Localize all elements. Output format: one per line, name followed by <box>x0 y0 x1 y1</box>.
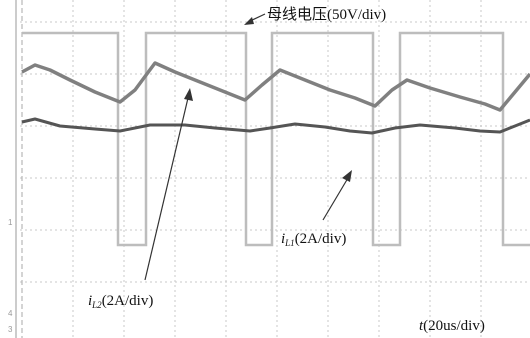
il2-trace <box>22 63 530 110</box>
bus-voltage-label: 母线电压(50V/div) <box>267 6 386 23</box>
scale: (2A/div) <box>295 231 347 247</box>
subscript: L2 <box>91 300 102 310</box>
il1-trace <box>22 119 530 133</box>
il2-label: iL2(2A/div) <box>88 293 153 310</box>
oscilloscope-capture: 母线电压(50V/div) iL2(2A/div) iL1(2A/div) t(… <box>0 0 530 338</box>
channel-marker: 4 <box>8 309 13 318</box>
scale: (2A/div) <box>102 293 154 309</box>
il1-label: iL1(2A/div) <box>281 231 346 248</box>
channel-marker: 1 <box>8 218 13 227</box>
scale: (20us/div) <box>423 318 485 334</box>
bus-voltage-trace <box>22 33 530 245</box>
subscript: L1 <box>284 238 295 248</box>
channel-marker: 3 <box>8 325 13 334</box>
time-label: t(20us/div) <box>419 318 485 334</box>
